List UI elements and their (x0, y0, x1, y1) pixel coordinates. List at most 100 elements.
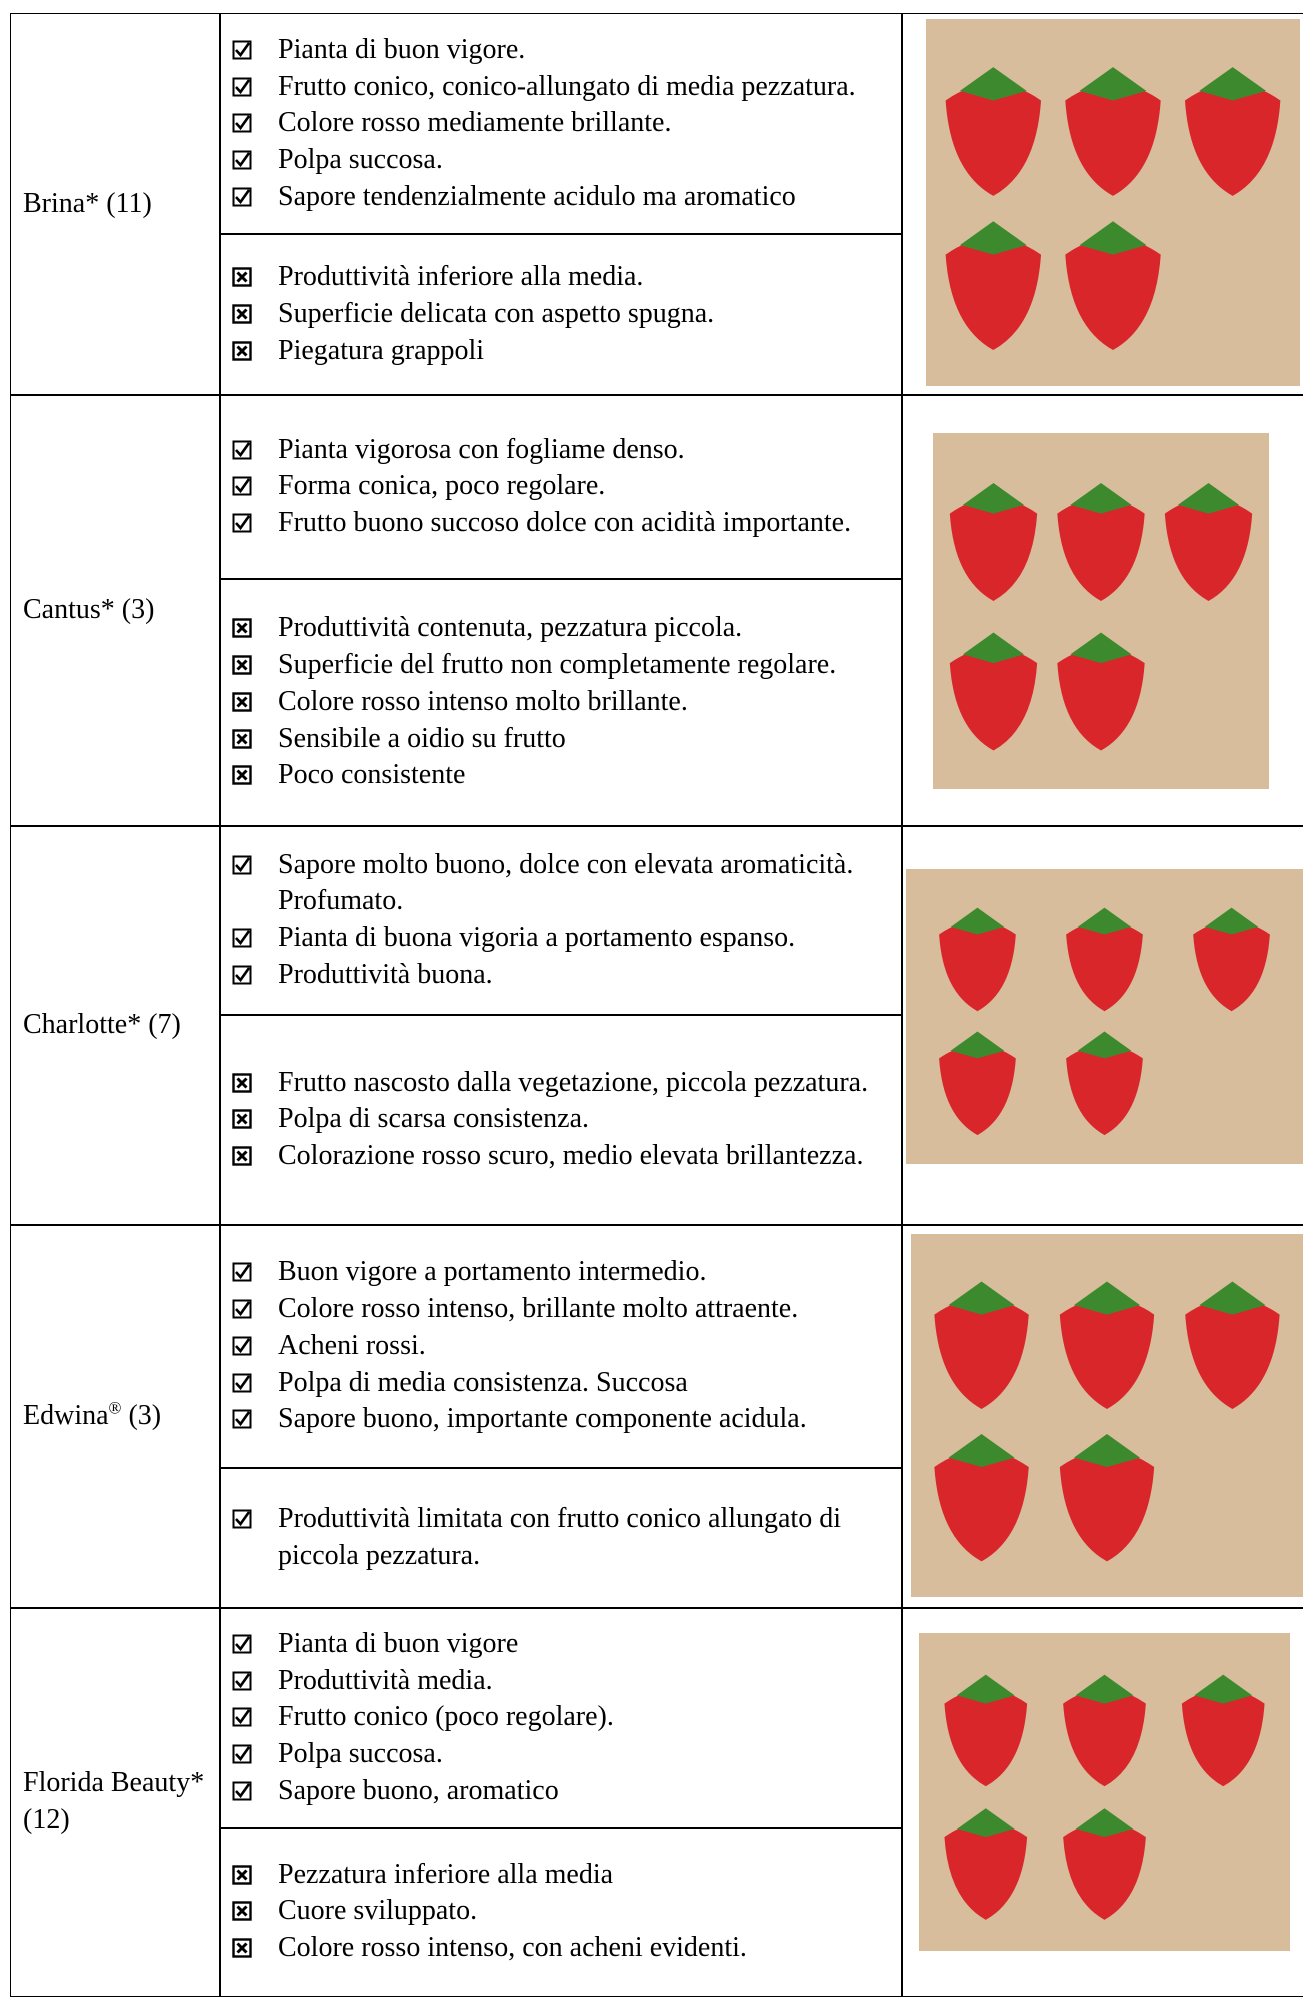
variety-count: (3) (121, 1399, 162, 1431)
trait-item: Superficie del frutto non completamente … (220, 647, 896, 684)
trait-text: Sapore tendenzialmente acidulo ma aromat… (278, 180, 796, 212)
check-box (232, 40, 252, 60)
trait-text: Piegatura grappoli (278, 334, 485, 366)
trait-item: Sapore tendenzialmente acidulo ma aromat… (220, 179, 896, 216)
trait-item: Forma conica, poco regolare. (220, 468, 896, 505)
variety-name: Cantus* (3) (23, 592, 154, 629)
trait-section: Pianta di buon vigore. Frutto conico, con… (219, 13, 903, 235)
trait-text: Sensibile a oidio su frutto (278, 722, 566, 754)
cross-box (232, 1146, 252, 1166)
strawberry-photo (906, 869, 1303, 1164)
trait-text: Pianta di buon vigore. (278, 33, 526, 65)
variety-cell: Cantus* (3) (10, 394, 221, 827)
variety-name: Florida Beauty* (12) (23, 1765, 210, 1839)
trait-item: Colore rosso intenso, con acheni evident… (220, 1930, 896, 1967)
trait-section: Produttività contenuta, pezzatura piccol… (219, 578, 903, 827)
trait-item: Superficie delicata con aspetto spugna. (220, 296, 896, 333)
trait-text: Pianta di buona vigoria a portamento esp… (278, 922, 796, 954)
trait-item: Pezzatura inferiore alla media (220, 1857, 896, 1894)
trait-text: Colore rosso intenso, brillante molto at… (278, 1293, 799, 1325)
trait-item: Frutto conico, conico-allungato di media… (220, 69, 896, 106)
check-box (232, 1409, 252, 1429)
trait-section: Pianta vigorosa con fogliame denso. Forma… (219, 394, 903, 580)
photo-art (926, 19, 1300, 386)
check-box (232, 965, 252, 985)
trait-item: Produttività limitata con frutto conico … (220, 1501, 896, 1575)
cross-box (232, 1109, 252, 1130)
photo-art (906, 869, 1303, 1164)
variety-label: Brina* (11) (23, 187, 152, 219)
trait-item: Buon vigore a portamento intermedio. (220, 1254, 896, 1291)
trait-section: Produttività inferiore alla media. Superf… (219, 233, 903, 396)
check-box (232, 1373, 252, 1393)
cross-box (232, 655, 252, 675)
cross-box (232, 1901, 252, 1922)
variety-cell: Brina* (11) (10, 13, 221, 396)
check-box (232, 1336, 252, 1356)
trait-item: Acheni rossi. (220, 1328, 896, 1365)
trait-item: Pianta vigorosa con fogliame denso. (220, 432, 896, 469)
check-box (232, 440, 252, 460)
cross-box (232, 618, 252, 638)
trait-text: Produttività media. (278, 1664, 493, 1696)
trait-text: Pianta vigorosa con fogliame denso. (278, 433, 685, 465)
trait-item: Pianta di buon vigore (220, 1626, 896, 1663)
strawberry-photo (926, 19, 1300, 386)
cross-box (232, 1072, 252, 1093)
photo-cell (901, 825, 1303, 1226)
trait-text: Frutto conico (poco regolare). (278, 1701, 614, 1733)
trait-text: Polpa succosa. (278, 144, 443, 176)
cross-box (232, 692, 252, 712)
check-box (232, 513, 252, 533)
photo-art (933, 433, 1269, 789)
variety-cell: Charlotte* (7) (10, 825, 221, 1226)
trait-text: Colore rosso intenso molto brillante. (278, 685, 688, 717)
check-box (232, 1744, 252, 1764)
check-box (232, 1671, 252, 1691)
trait-item: Sapore molto buono, dolce con elevata ar… (220, 847, 896, 921)
trait-text: Polpa di media consistenza. Succosa (278, 1366, 688, 1398)
variety-name: Edwina® (3) (23, 1398, 161, 1435)
trait-text: Colore rosso intenso, con acheni evident… (278, 1932, 747, 1964)
trait-item: Colorazione rosso scuro, medio elevata b… (220, 1138, 896, 1175)
photo-cell (901, 13, 1303, 396)
cross-box (232, 1938, 252, 1958)
trait-item: Colore rosso intenso molto brillante. (220, 684, 896, 721)
check-box (232, 150, 252, 170)
trait-item: Sapore buono, aromatico (220, 1773, 896, 1810)
trait-item: Pianta di buona vigoria a portamento esp… (220, 920, 896, 957)
strawberry-photo (933, 433, 1269, 789)
photo-art (911, 1234, 1303, 1597)
cross-box (232, 267, 252, 287)
trait-section: Produttività limitata con frutto conico … (219, 1467, 903, 1609)
check-box (232, 928, 252, 948)
registered-mark: ® (108, 1398, 122, 1418)
trait-text: Sapore molto buono, dolce con elevata ar… (278, 848, 854, 917)
check-box (232, 1299, 252, 1319)
strawberry-photo (911, 1234, 1303, 1597)
trait-text: Colore rosso mediamente brillante. (278, 107, 672, 139)
trait-text: Produttività limitata con frutto conico … (278, 1502, 841, 1571)
cross-box (232, 728, 252, 749)
check-box (232, 1262, 252, 1282)
trait-item: Poco consistente (220, 757, 896, 794)
trait-text: Forma conica, poco regolare. (278, 470, 606, 502)
variety-name: Charlotte* (7) (23, 1007, 181, 1044)
trait-section: Pianta di buon vigore Produttività media.… (219, 1607, 903, 1829)
cross-box (232, 340, 252, 361)
trait-item: Produttività inferiore alla media. (220, 259, 896, 296)
check-box (232, 77, 252, 97)
variety-cell: Edwina® (3) (10, 1224, 221, 1609)
trait-text: Produttività buona. (278, 959, 493, 991)
trait-text: Superficie del frutto non completamente … (278, 649, 837, 681)
trait-text: Pezzatura inferiore alla media (278, 1858, 614, 1890)
trait-section: Buon vigore a portamento intermedio. Colo… (219, 1224, 903, 1469)
trait-text: Polpa di scarsa consistenza. (278, 1103, 590, 1135)
trait-item: Produttività media. (220, 1663, 896, 1700)
photo-cell (901, 1224, 1303, 1609)
trait-item: Pianta di buon vigore. (220, 32, 896, 69)
trait-item: Frutto conico (poco regolare). (220, 1699, 896, 1736)
trait-item: Polpa succosa. (220, 142, 896, 179)
trait-text: Sapore buono, importante componente acid… (278, 1403, 807, 1435)
check-box (232, 1707, 252, 1727)
